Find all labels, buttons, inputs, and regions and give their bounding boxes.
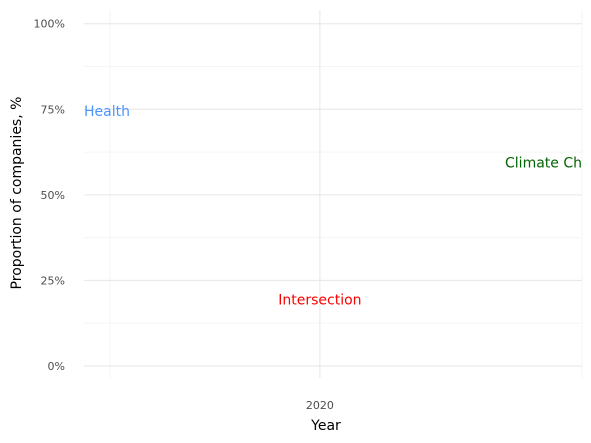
y-axis-tick-labels: 0% 25% 50% 75% 100% bbox=[34, 18, 65, 373]
x-tick-label: 2020 bbox=[306, 399, 334, 412]
y-tick-label: 0% bbox=[48, 360, 65, 373]
y-tick-label: 100% bbox=[34, 18, 65, 31]
y-tick-label: 25% bbox=[41, 274, 65, 287]
y-tick-label: 75% bbox=[41, 103, 65, 116]
series-label: Intersection bbox=[278, 292, 361, 308]
minor-gridlines bbox=[84, 10, 583, 378]
series-label: Climate Ch bbox=[505, 155, 582, 171]
x-axis-title: Year bbox=[310, 418, 341, 434]
series-labels: Health Intersection Climate Ch bbox=[84, 104, 582, 308]
x-axis-tick-labels: 2020 bbox=[306, 399, 334, 412]
y-tick-label: 50% bbox=[41, 189, 65, 202]
series-label: Health bbox=[84, 104, 130, 120]
major-gridlines bbox=[84, 10, 582, 378]
y-axis-title: Proportion of companies, % bbox=[9, 97, 25, 290]
